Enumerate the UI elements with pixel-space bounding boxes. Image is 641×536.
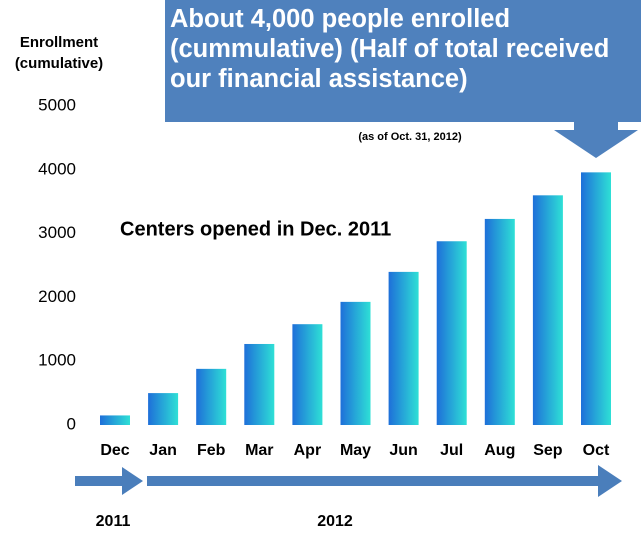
y-tick-label: 0 — [67, 414, 76, 433]
bar — [388, 271, 419, 425]
year-arrow-2012 — [147, 465, 622, 497]
note: (as of Oct. 31, 2012) — [358, 131, 462, 143]
bar — [484, 218, 515, 425]
y-tick-label: 3000 — [38, 223, 76, 242]
bar — [340, 301, 371, 425]
x-tick-label: Dec — [100, 442, 129, 459]
callout: About 4,000 people enrolled (cummulative… — [165, 0, 641, 122]
x-tick-label: May — [340, 442, 371, 459]
y-tick-label: 5000 — [38, 95, 76, 114]
year-label: 2011 — [96, 513, 131, 530]
y-tick-label: 1000 — [38, 351, 76, 370]
annotation: Centers opened in Dec. 2011 — [120, 218, 391, 240]
bar — [148, 393, 179, 425]
x-tick-label: Jul — [440, 442, 463, 459]
y-tick-label: 4000 — [38, 159, 76, 178]
x-tick-label: Jun — [389, 442, 417, 459]
bar — [436, 241, 467, 425]
bar — [196, 368, 227, 425]
x-tick-label: Mar — [245, 442, 273, 459]
x-tick-label: Feb — [197, 442, 226, 459]
year-label: 2012 — [317, 513, 353, 530]
callout-arrow — [554, 118, 638, 158]
y-axis-label: Enrollment (cumulative) — [14, 34, 104, 72]
x-tick-label: Jan — [149, 442, 177, 459]
year-arrow-2011 — [75, 467, 143, 495]
x-tick-label: Oct — [583, 442, 610, 459]
x-tick-label: Sep — [533, 442, 563, 459]
bar — [100, 415, 130, 425]
bar — [532, 195, 563, 425]
bar — [244, 343, 275, 425]
bar — [581, 172, 611, 425]
x-tick-label: Apr — [294, 442, 322, 459]
bar — [292, 324, 323, 425]
y-tick-label: 2000 — [38, 287, 76, 306]
x-tick-label: Aug — [484, 442, 515, 459]
